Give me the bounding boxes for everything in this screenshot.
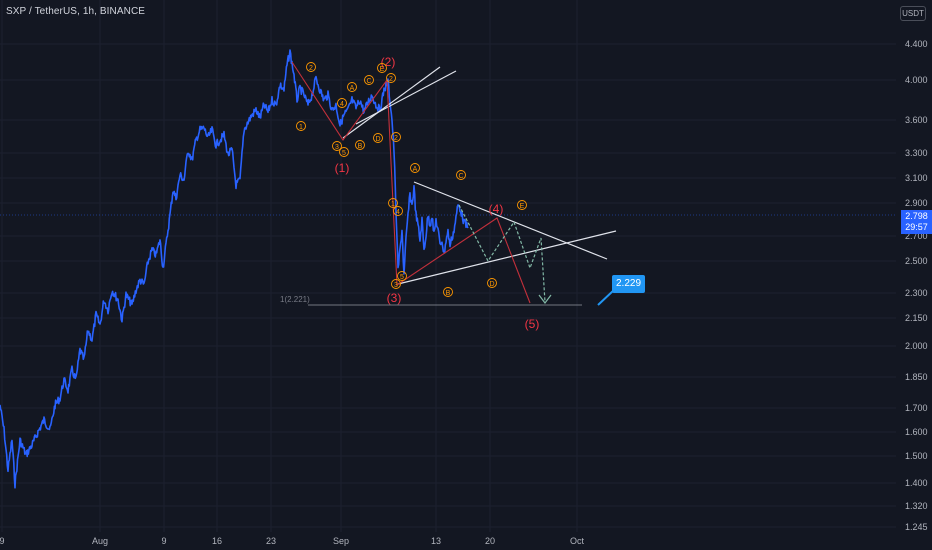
wave-label-major: (1) bbox=[335, 161, 350, 175]
time-tick: 20 bbox=[485, 536, 495, 546]
wave-label-minor-ring bbox=[306, 62, 316, 72]
wave-label-minor-ring bbox=[347, 82, 357, 92]
price-tick: 1.320 bbox=[905, 501, 928, 511]
time-tick: 16 bbox=[212, 536, 222, 546]
wave-label-minor-ring bbox=[487, 278, 497, 288]
wave-label-minor: A bbox=[350, 85, 355, 92]
currency-badge[interactable]: USDT bbox=[900, 6, 926, 21]
wave-label-major: (5) bbox=[525, 317, 540, 331]
time-tick: Aug bbox=[92, 536, 108, 546]
wave-label-minor: 3 bbox=[335, 144, 339, 151]
price-tick: 2.000 bbox=[905, 341, 928, 351]
target-pointer bbox=[597, 289, 615, 306]
time-tick: Sep bbox=[333, 536, 349, 546]
time-tick: 13 bbox=[431, 536, 441, 546]
wave-label-minor: 2 bbox=[389, 76, 393, 83]
trendline bbox=[413, 181, 608, 260]
wave-label-minor: C bbox=[366, 78, 371, 85]
price-tick: 1.700 bbox=[905, 403, 928, 413]
trendline bbox=[355, 70, 457, 125]
wave-label-minor-ring bbox=[296, 121, 306, 131]
price-tick: 2.700 bbox=[905, 231, 928, 241]
wave-label-minor: 1 bbox=[391, 201, 395, 208]
wave-label-minor: C bbox=[458, 173, 463, 180]
price-tick: 4.400 bbox=[905, 39, 928, 49]
wave-label-minor-ring bbox=[355, 140, 365, 150]
price-tick: 1.500 bbox=[905, 451, 928, 461]
trendline bbox=[397, 230, 617, 285]
price-tick: 1.600 bbox=[905, 427, 928, 437]
current-price-tag: 2.798 29:57 bbox=[901, 210, 932, 234]
wave-label-minor-ring bbox=[364, 75, 374, 85]
wave-label-minor: 4 bbox=[396, 209, 400, 216]
wave-label-minor-ring bbox=[388, 198, 398, 208]
wave-label-major: (4) bbox=[489, 202, 504, 216]
trendline bbox=[342, 66, 441, 139]
price-tick: 3.100 bbox=[905, 173, 928, 183]
price-tick: 2.900 bbox=[905, 198, 928, 208]
wave-label-minor: B bbox=[446, 290, 451, 297]
price-tick: 1.850 bbox=[905, 372, 928, 382]
wave-label-minor-ring bbox=[386, 73, 396, 83]
wave-label-minor: E bbox=[520, 203, 525, 210]
bar-countdown: 29:57 bbox=[905, 222, 928, 232]
wave-label-minor: 1 bbox=[299, 124, 303, 131]
wave-label-minor-ring bbox=[332, 141, 342, 151]
time-tick: 9 bbox=[161, 536, 166, 546]
wave-label-minor-ring bbox=[517, 200, 527, 210]
wave-label-minor-ring bbox=[456, 170, 466, 180]
wave-label-minor: A bbox=[413, 166, 418, 173]
wave-label-minor-ring bbox=[373, 133, 383, 143]
wave-label-minor: D bbox=[375, 136, 380, 143]
target-price-label[interactable]: 2.229 bbox=[612, 275, 645, 293]
wave-label-major: (2) bbox=[381, 55, 396, 69]
projection-arrowhead bbox=[538, 294, 552, 304]
wave-label-minor: 2 bbox=[309, 65, 313, 72]
price-tick: 2.300 bbox=[905, 288, 928, 298]
wave-label-minor-ring bbox=[377, 63, 387, 73]
price-tick: 3.600 bbox=[905, 115, 928, 125]
wave-label-minor-ring bbox=[393, 206, 403, 216]
wave-label-minor: 3 bbox=[394, 282, 398, 289]
wave-label-minor: 2 bbox=[394, 135, 398, 142]
wave-label-minor: 4 bbox=[340, 101, 344, 108]
wave-label-minor-ring bbox=[397, 271, 407, 281]
wave-label-minor: D bbox=[489, 281, 494, 288]
fib-level-label: 1(2.221) bbox=[280, 295, 310, 304]
price-tick: 3.300 bbox=[905, 148, 928, 158]
price-tick: 1.245 bbox=[905, 522, 928, 532]
wave-label-minor-ring bbox=[337, 98, 347, 108]
wave-projection-path bbox=[458, 204, 546, 303]
price-axis-panel bbox=[896, 0, 932, 550]
wave-path-major bbox=[291, 61, 531, 304]
current-price-value: 2.798 bbox=[905, 211, 928, 221]
wave-label-minor-ring bbox=[410, 163, 420, 173]
time-tick: 23 bbox=[266, 536, 276, 546]
price-tick: 4.000 bbox=[905, 75, 928, 85]
price-tick: 2.500 bbox=[905, 256, 928, 266]
time-tick: 9 bbox=[0, 536, 5, 546]
price-line bbox=[0, 49, 469, 489]
wave-label-minor: 5 bbox=[342, 150, 346, 157]
time-tick: Oct bbox=[570, 536, 585, 546]
wave-label-minor-ring bbox=[339, 147, 349, 157]
wave-label-minor: B bbox=[358, 143, 363, 150]
wave-label-minor-ring bbox=[443, 287, 453, 297]
price-tick: 2.150 bbox=[905, 313, 928, 323]
wave-label-minor: E bbox=[380, 66, 385, 73]
time-axis-panel bbox=[0, 532, 932, 550]
wave-label-minor: 5 bbox=[400, 274, 404, 281]
symbol-title[interactable]: SXP / TetherUS, 1h, BINANCE bbox=[6, 6, 146, 17]
wave-label-minor-ring bbox=[391, 132, 401, 142]
price-tick: 1.400 bbox=[905, 478, 928, 488]
wave-label-minor-ring bbox=[391, 279, 401, 289]
wave-label-major: (3) bbox=[387, 291, 402, 305]
